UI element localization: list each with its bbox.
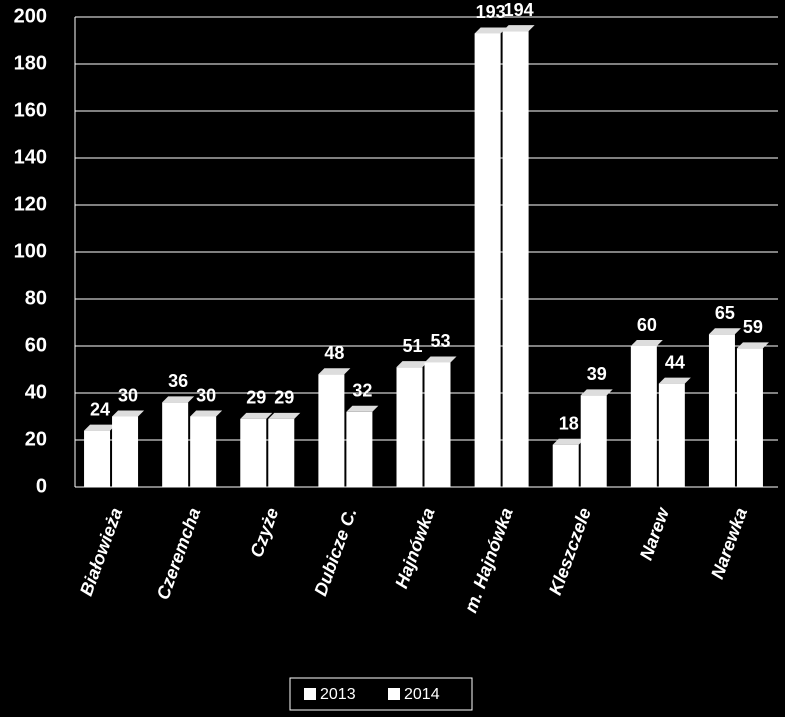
x-tick-label: Narew: [636, 504, 674, 563]
value-label: 193: [476, 2, 506, 22]
y-tick-label: 40: [25, 381, 47, 403]
bar-top: [268, 412, 301, 419]
value-label: 44: [665, 352, 685, 372]
y-tick-label: 20: [25, 428, 47, 450]
bar-top: [736, 342, 769, 349]
x-tick-label: Hajnówka: [391, 505, 439, 591]
x-tick-label: Czeremcha: [153, 505, 205, 602]
value-label: 29: [246, 388, 266, 408]
bar-top: [112, 410, 145, 417]
y-tick-label: 100: [14, 240, 47, 262]
value-label: 48: [324, 343, 344, 363]
x-tick-label: m. Hajnówka: [460, 505, 516, 615]
value-label: 30: [196, 385, 216, 405]
y-tick-label: 60: [25, 334, 47, 356]
bar: [424, 362, 451, 487]
value-label: 51: [402, 336, 422, 356]
bar-top: [84, 424, 117, 431]
value-label: 53: [430, 331, 450, 351]
bar: [318, 374, 345, 487]
y-tick-label: 120: [14, 193, 47, 215]
bar-top: [708, 328, 741, 335]
bar-top: [424, 356, 457, 363]
legend-box: [289, 677, 473, 711]
x-tick-label: Narewka: [707, 505, 751, 581]
value-label: 30: [118, 385, 138, 405]
bar: [474, 33, 501, 487]
legend-label: 2013: [320, 686, 356, 703]
bar-top: [552, 438, 585, 445]
value-label: 32: [352, 381, 372, 401]
value-label: 60: [637, 315, 657, 335]
bar: [346, 411, 373, 487]
y-tick-label: 160: [14, 99, 47, 121]
bar-top: [240, 412, 273, 419]
bar: [162, 402, 189, 487]
bar-top: [346, 405, 379, 412]
y-tick-label: 180: [14, 52, 47, 74]
y-tick-label: 0: [36, 475, 47, 497]
x-tick-label: Czyże: [246, 505, 282, 560]
bar: [658, 383, 685, 487]
x-tick-label: Białowieża: [76, 505, 126, 598]
legend-swatch: [388, 688, 400, 700]
y-tick-label: 200: [14, 5, 47, 27]
value-label: 65: [715, 303, 735, 323]
y-tick-label: 140: [14, 146, 47, 168]
value-label: 36: [168, 371, 188, 391]
y-tick-label: 80: [25, 287, 47, 309]
bar: [240, 418, 267, 487]
bar-top: [162, 396, 195, 403]
bar: [736, 348, 763, 487]
bar: [268, 418, 295, 487]
value-label: 18: [559, 413, 579, 433]
bar: [580, 395, 607, 487]
bar-top: [580, 389, 613, 396]
value-label: 39: [587, 364, 607, 384]
bar: [708, 334, 735, 487]
bar-top: [190, 410, 223, 417]
bar: [552, 444, 579, 487]
bar: [630, 346, 657, 487]
x-tick-label: Dubicze C.: [310, 505, 360, 598]
bar-top: [396, 361, 429, 368]
bar: [112, 416, 139, 487]
bar: [502, 31, 529, 487]
value-label: 24: [90, 399, 110, 419]
bar-top: [502, 25, 535, 32]
value-label: 194: [504, 0, 534, 20]
bar: [396, 367, 423, 487]
bar-top: [474, 27, 507, 34]
bar: [84, 430, 111, 487]
bar-top: [318, 368, 351, 375]
bar-top: [630, 340, 663, 346]
legend-swatch: [304, 688, 316, 700]
bar: [190, 416, 217, 487]
value-label: 59: [743, 317, 763, 337]
bar-top: [658, 377, 691, 384]
value-label: 29: [274, 388, 294, 408]
legend-label: 2014: [404, 686, 440, 703]
x-tick-label: Kleszczele: [545, 505, 595, 597]
